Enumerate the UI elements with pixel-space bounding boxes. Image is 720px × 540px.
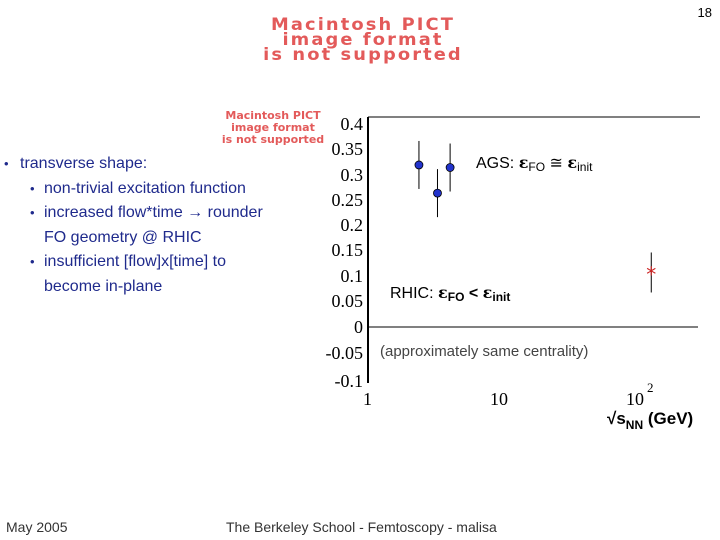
- bullet-list: transverse shape: non-trivial excitation…: [4, 152, 324, 299]
- footer-title: The Berkeley School - Femtoscopy - malis…: [226, 519, 497, 535]
- rhic-sub2: init: [492, 290, 510, 304]
- y-tick-0: 0: [354, 317, 363, 337]
- y-tick-0.35: 0.35: [332, 139, 364, 159]
- slide-number: 18: [697, 5, 712, 20]
- bullet-sub-3-line-2: become in-plane: [44, 277, 163, 295]
- bullet-sub-1: non-trivial excitation function: [4, 177, 324, 202]
- ags-eps1: ε: [519, 153, 529, 172]
- pict-small-line-3: is not supported: [221, 133, 325, 146]
- rhic-sub1: FO: [448, 290, 465, 304]
- bullet-sub-3: insufficient [flow]x[time] to become in-p…: [4, 250, 324, 299]
- rhic-prefix: RHIC:: [390, 285, 438, 302]
- y-tick-0.05: 0.05: [332, 291, 364, 311]
- y-tick-0.3: 0.3: [341, 165, 364, 185]
- rhic-eps1: ε: [438, 283, 448, 302]
- pict-large-line-1: Macintosh PICT: [271, 15, 455, 35]
- ags-sub2: init: [577, 160, 593, 174]
- data-point-0-2: [445, 163, 455, 172]
- ags-eps2: ε: [567, 153, 577, 172]
- data-point-0-0: [414, 160, 424, 170]
- footer-date: May 2005: [6, 519, 68, 535]
- data-point-0-1: [433, 188, 442, 198]
- x-tick-100-exponent: 2: [647, 380, 654, 395]
- x-tick-10: 10: [490, 389, 508, 409]
- rhic-relation: <: [464, 285, 482, 302]
- bullet-main-text: transverse shape:: [20, 155, 148, 172]
- rhic-annotation: RHIC: εFO < εinit: [390, 283, 510, 304]
- bullet-sub-2-line-2: FO geometry @ RHIC: [44, 228, 202, 246]
- data-point-star-1-0: *: [646, 262, 656, 286]
- y-tick-0.1: 0.1: [341, 266, 364, 286]
- y-tick-neg0.1: -0.1: [335, 371, 364, 391]
- ags-prefix: AGS:: [476, 155, 519, 172]
- pict-placeholder-small: Macintosh PICT image format is not suppo…: [216, 110, 330, 146]
- centrality-note: (approximately same centrality): [380, 343, 588, 360]
- x-axis-label-unit: (GeV): [643, 409, 693, 428]
- ags-annotation: AGS: εFO ≅ εinit: [476, 153, 593, 174]
- bullet-main: transverse shape:: [4, 152, 324, 177]
- y-tick-neg0.05: -0.05: [326, 343, 364, 363]
- x-tick-1: 1: [363, 389, 372, 409]
- bullet-sub-1-line-1: non-trivial excitation function: [44, 179, 246, 197]
- y-tick-0.2: 0.2: [341, 215, 364, 235]
- y-tick-labels: 0.4 0.35 0.3 0.25 0.2 0.15 0.1 0.05 0 -0…: [326, 114, 364, 391]
- bullet-sub-2-line-1: increased flow*time → rounder: [44, 204, 263, 221]
- pict-small-line-2: image format: [231, 121, 315, 134]
- bullet-sub-3-line-1: insufficient [flow]x[time] to: [44, 253, 226, 270]
- pict-large-line-3: is not supported: [263, 45, 463, 65]
- y-tick-0.4: 0.4: [341, 114, 364, 134]
- ags-relation: ≅: [545, 155, 567, 172]
- pict-large-line-2: image format: [282, 30, 444, 50]
- y-tick-0.15: 0.15: [332, 240, 364, 260]
- ags-sub1: FO: [528, 160, 545, 174]
- rhic-eps2: ε: [483, 283, 493, 302]
- data-points: *: [414, 140, 656, 293]
- bullet-sub-2: increased flow*time → rounder FO geometry…: [4, 201, 324, 250]
- x-axis-label-sub: NN: [626, 418, 643, 432]
- x-tick-labels: 1 10 10 2: [363, 380, 654, 409]
- pict-small-line-1: Macintosh PICT: [225, 109, 321, 122]
- x-axis-label: √sNN (GeV): [607, 409, 693, 432]
- x-axis-label-main: √s: [607, 409, 626, 428]
- x-tick-100-base: 10: [626, 389, 644, 409]
- pict-placeholder-large: Macintosh PICT image format is not suppo…: [137, 15, 589, 65]
- y-tick-0.25: 0.25: [332, 190, 364, 210]
